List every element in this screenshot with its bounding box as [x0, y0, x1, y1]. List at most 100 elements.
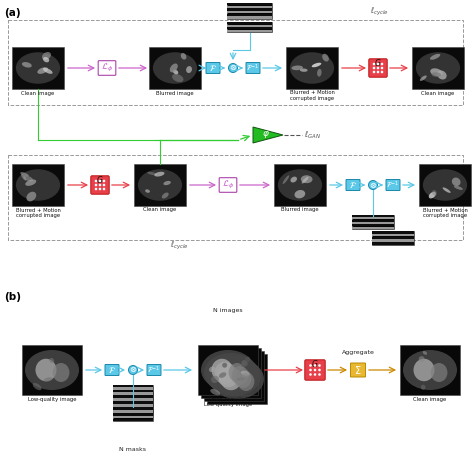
Circle shape	[99, 184, 101, 186]
Bar	[113, 404, 153, 406]
Circle shape	[309, 364, 312, 367]
Ellipse shape	[430, 54, 440, 60]
Circle shape	[381, 71, 383, 73]
Bar	[372, 231, 414, 245]
Circle shape	[377, 63, 379, 65]
Bar	[352, 215, 394, 229]
Ellipse shape	[403, 350, 457, 390]
Ellipse shape	[423, 351, 427, 355]
Text: $\otimes$: $\otimes$	[129, 366, 137, 374]
Bar	[113, 385, 153, 387]
Ellipse shape	[211, 376, 219, 383]
Ellipse shape	[21, 174, 27, 181]
Circle shape	[314, 369, 316, 371]
Text: $\mathcal{F}$: $\mathcal{F}$	[108, 365, 116, 375]
Ellipse shape	[181, 53, 186, 59]
Ellipse shape	[452, 177, 461, 186]
Ellipse shape	[292, 65, 303, 70]
Bar	[419, 164, 471, 206]
Text: G: G	[312, 360, 318, 369]
Bar	[228, 3, 273, 19]
Text: Clean image: Clean image	[143, 207, 177, 213]
Ellipse shape	[429, 192, 436, 198]
Bar	[113, 388, 153, 389]
Ellipse shape	[210, 389, 220, 395]
Text: $\mathcal{F}^{-1}$: $\mathcal{F}^{-1}$	[147, 364, 161, 376]
Ellipse shape	[283, 175, 289, 184]
Bar	[113, 398, 153, 400]
Bar	[113, 403, 153, 415]
Text: Clean image: Clean image	[413, 397, 447, 402]
FancyBboxPatch shape	[98, 61, 116, 75]
Circle shape	[95, 188, 97, 190]
Text: Blurred + Motion
corrupted image: Blurred + Motion corrupted image	[16, 207, 61, 218]
Bar	[228, 25, 273, 27]
Bar	[352, 222, 394, 224]
Circle shape	[368, 181, 377, 190]
Bar	[134, 164, 186, 206]
Ellipse shape	[301, 175, 312, 183]
Bar	[113, 407, 153, 409]
Text: Clean image: Clean image	[21, 90, 55, 96]
Text: Blurred + Motion
corrupted image: Blurred + Motion corrupted image	[422, 207, 467, 218]
Text: $\mathcal{F}^{-1}$: $\mathcal{F}^{-1}$	[246, 62, 260, 74]
Ellipse shape	[219, 372, 226, 378]
Ellipse shape	[241, 360, 247, 366]
Circle shape	[381, 63, 383, 65]
Circle shape	[373, 67, 375, 69]
Bar	[22, 345, 82, 395]
Text: G: G	[97, 176, 103, 185]
Bar	[372, 231, 414, 234]
Text: $\mathcal{F}^{-1}$: $\mathcal{F}^{-1}$	[386, 179, 400, 191]
Text: $\otimes$: $\otimes$	[369, 181, 377, 190]
Ellipse shape	[209, 367, 215, 372]
Ellipse shape	[312, 63, 321, 67]
Circle shape	[309, 369, 312, 371]
Ellipse shape	[301, 177, 309, 184]
Text: $\ell_{cycle}$: $\ell_{cycle}$	[370, 5, 389, 17]
Ellipse shape	[222, 363, 227, 368]
Ellipse shape	[155, 172, 164, 176]
Ellipse shape	[291, 176, 297, 182]
Ellipse shape	[241, 362, 248, 367]
Text: $\mathcal{L}_\phi$: $\mathcal{L}_\phi$	[101, 62, 113, 74]
Ellipse shape	[437, 70, 447, 80]
Bar	[228, 11, 273, 13]
Ellipse shape	[232, 366, 248, 385]
Text: $\ell_{cycle}$: $\ell_{cycle}$	[170, 239, 189, 251]
Ellipse shape	[218, 365, 238, 387]
Bar	[372, 237, 414, 239]
Ellipse shape	[454, 186, 463, 190]
Bar	[198, 345, 258, 395]
Circle shape	[318, 369, 321, 371]
Ellipse shape	[20, 172, 29, 176]
Circle shape	[377, 67, 379, 69]
Bar	[113, 405, 153, 408]
Ellipse shape	[416, 52, 460, 84]
Bar	[113, 401, 153, 403]
Bar	[286, 47, 338, 89]
Ellipse shape	[43, 57, 49, 62]
Ellipse shape	[431, 72, 441, 77]
Ellipse shape	[420, 75, 427, 81]
Bar	[372, 234, 414, 236]
Ellipse shape	[237, 372, 255, 391]
Circle shape	[373, 63, 375, 65]
Bar	[149, 47, 201, 89]
Bar	[204, 351, 264, 401]
Ellipse shape	[423, 169, 467, 201]
Bar	[228, 14, 273, 16]
Text: Clean image: Clean image	[421, 90, 455, 96]
Ellipse shape	[204, 353, 258, 393]
FancyBboxPatch shape	[350, 363, 365, 377]
FancyBboxPatch shape	[206, 63, 220, 74]
Bar	[113, 390, 153, 392]
Ellipse shape	[16, 169, 60, 201]
Ellipse shape	[215, 362, 236, 384]
Bar	[113, 397, 153, 409]
Bar	[352, 220, 394, 222]
Text: Down-sampled
Low quality image: Down-sampled Low quality image	[204, 397, 252, 407]
FancyBboxPatch shape	[246, 63, 260, 74]
Text: Blurred + Motion
corrupted image: Blurred + Motion corrupted image	[290, 90, 335, 101]
Bar	[113, 403, 153, 405]
